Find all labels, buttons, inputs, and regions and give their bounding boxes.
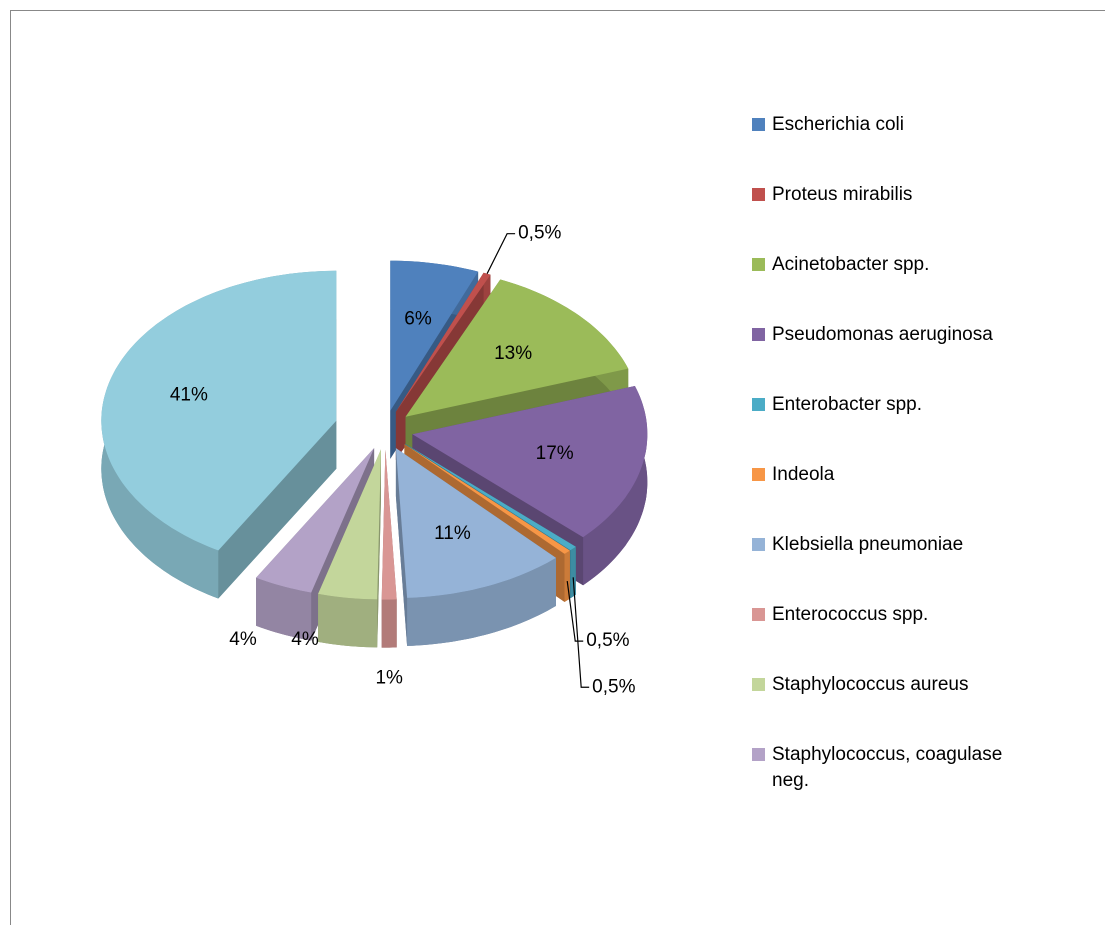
slice <box>101 270 337 551</box>
legend-label: Escherichia coli <box>772 114 904 135</box>
legend-item: Klebsiella pneumoniae <box>752 532 1052 602</box>
slice-side <box>218 420 337 599</box>
chart-frame <box>10 10 1105 925</box>
slice <box>395 448 556 646</box>
legend-swatch <box>752 188 765 201</box>
legend-label: Enterobacter spp. <box>772 394 922 415</box>
legend-label: Klebsiella pneumoniae <box>772 534 964 555</box>
legend-swatch <box>752 748 765 761</box>
data-label: 41% <box>170 384 208 405</box>
slice <box>395 272 491 412</box>
data-label: 0,5% <box>592 676 635 697</box>
legend-item: Proteus mirabilis <box>752 182 1052 252</box>
data-label: 17% <box>536 443 574 464</box>
legend-swatch <box>752 538 765 551</box>
legend-label: Staphylococcus aureus <box>772 674 969 695</box>
slice <box>390 260 479 411</box>
slice-side <box>395 448 408 646</box>
data-label: 4% <box>291 629 319 650</box>
legend-label: Proteus mirabilis <box>772 184 913 205</box>
legend-item: Pseudomonas aeruginosa <box>752 322 1052 392</box>
slice <box>405 279 629 417</box>
slice <box>256 448 375 593</box>
leader-line <box>572 577 590 688</box>
leader-line <box>486 233 516 274</box>
slice <box>318 449 381 648</box>
data-label: 1% <box>375 667 403 688</box>
slice-side <box>256 577 312 641</box>
slice-side <box>407 557 556 646</box>
data-label: 0,5% <box>518 223 561 244</box>
legend-swatch <box>752 328 765 341</box>
legend-item: Staphylococcus, coagulase neg. <box>752 742 1052 812</box>
legend-item: Indeola <box>752 462 1052 532</box>
legend-swatch <box>752 678 765 691</box>
data-label: 4% <box>229 629 257 650</box>
slice-side <box>318 593 378 648</box>
slice <box>101 270 337 599</box>
data-label: 6% <box>404 308 432 329</box>
data-label: 11% <box>434 523 471 544</box>
slice <box>404 444 570 554</box>
legend-item: Enterobacter spp. <box>752 392 1052 462</box>
data-label: 0,5% <box>586 630 629 651</box>
slice <box>318 449 381 600</box>
slice-side <box>570 546 576 599</box>
legend-label: Indeola <box>772 464 835 485</box>
slice <box>395 448 556 598</box>
legend-label: Staphylococcus, coagulase neg. <box>772 744 1003 791</box>
slice-side <box>583 386 648 586</box>
legend-swatch <box>752 258 765 271</box>
legend-label: Enterococcus spp. <box>772 604 929 625</box>
pie: 6% 0,5% 13% 17% 0,5% 0,5% 11% 1% 4% 4% 41% <box>101 223 648 697</box>
data-label: 13% <box>494 343 532 364</box>
legend-swatch <box>752 118 765 131</box>
legend-label: Acinetobacter spp. <box>772 254 930 275</box>
legend-item: Acinetobacter spp. <box>752 252 1052 322</box>
slice <box>412 386 648 538</box>
slice-side <box>381 599 397 648</box>
slice <box>381 449 397 600</box>
slice <box>381 449 397 648</box>
legend-swatch <box>752 608 765 621</box>
slice <box>405 443 576 551</box>
legend-swatch <box>752 398 765 411</box>
legend-swatch <box>752 468 765 481</box>
legend-label: Pseudomonas aeruginosa <box>772 324 993 345</box>
leader-line <box>566 581 584 642</box>
legend-item: Enterococcus spp. <box>752 602 1052 672</box>
legend: Escherichia coli Proteus mirabilis Acineto… <box>752 112 1052 812</box>
legend-item: Escherichia coli <box>752 112 1052 182</box>
legend-item: Staphylococcus aureus <box>752 672 1052 742</box>
